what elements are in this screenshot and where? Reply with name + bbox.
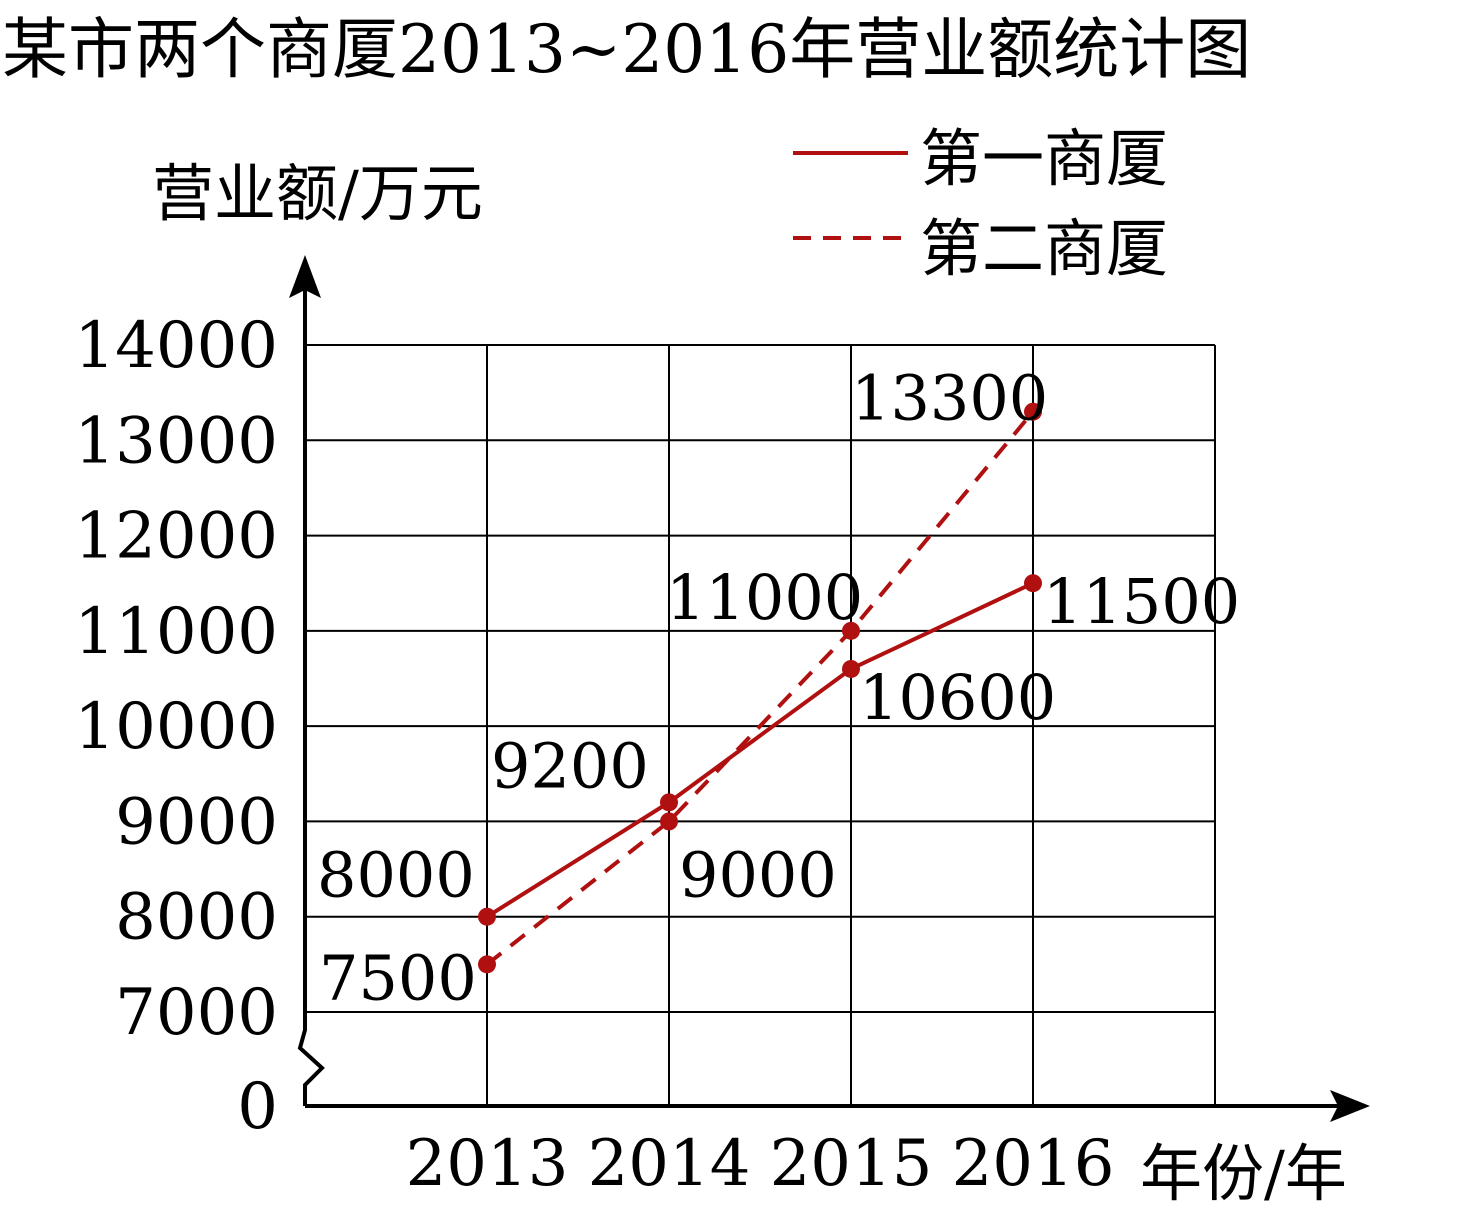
legend-label: 第一商厦 [920, 122, 1168, 195]
data-point [660, 812, 678, 830]
data-point [1024, 574, 1042, 592]
data-label: 8000 [317, 839, 475, 912]
data-label: 10600 [859, 661, 1056, 734]
y-tick-label: 10000 [74, 690, 278, 764]
y-tick-label: 12000 [74, 500, 278, 574]
y-tick-labels: 0 7000 8000 9000 10000 11000 12000 13000 14000 [74, 309, 278, 1144]
y-tick-label: 13000 [74, 404, 278, 478]
y-tick-label: 8000 [115, 881, 278, 955]
x-tick-label: 2013 [406, 1127, 569, 1201]
y-tick-label: 14000 [74, 309, 278, 383]
data-point [842, 660, 860, 678]
x-tick-label: 2015 [770, 1127, 933, 1201]
chart-title: 某市两个商厦2013~2016年营业额统计图 [2, 11, 1251, 88]
data-label: 11000 [666, 561, 863, 634]
data-point [660, 793, 678, 811]
data-label: 9200 [491, 729, 649, 802]
data-point [478, 908, 496, 926]
x-tick-label: 2014 [588, 1127, 751, 1201]
y-tick-label: 11000 [74, 595, 278, 669]
x-axis-label: 年份/年 [1140, 1137, 1347, 1210]
y-tick-label: 7000 [115, 976, 278, 1050]
data-label: 7500 [319, 941, 477, 1014]
x-tick-label: 2016 [952, 1127, 1115, 1201]
y-axis-label: 营业额/万元 [152, 157, 483, 230]
legend-label: 第二商厦 [920, 212, 1168, 285]
x-tick-labels: 2013 2014 2015 2016 [406, 1127, 1115, 1201]
data-label: 13300 [851, 362, 1048, 435]
data-point [478, 955, 496, 973]
y-tick-label: 9000 [115, 785, 278, 859]
data-label: 11500 [1043, 565, 1240, 638]
data-label: 9000 [679, 838, 837, 911]
y-tick-label: 0 [237, 1070, 278, 1144]
